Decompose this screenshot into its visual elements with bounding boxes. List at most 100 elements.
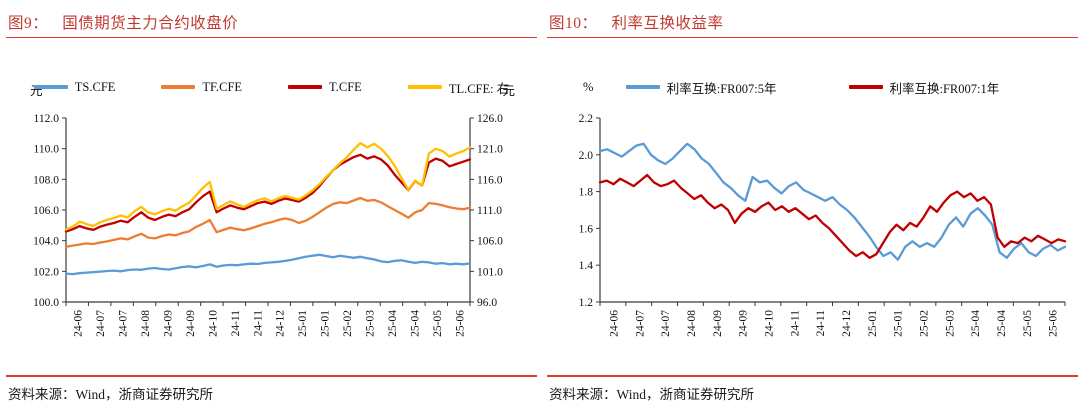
legend-swatch — [407, 85, 442, 89]
x-axis-label: 24-11 — [230, 310, 242, 337]
figure-10-title-text: 利率互换收益率 — [611, 15, 724, 32]
legend-swatch — [848, 85, 883, 89]
x-axis-label: 25-06 — [1048, 310, 1060, 337]
series-line — [64, 141, 472, 231]
y-axis-label: 110.0 — [34, 144, 60, 156]
x-axis-label: 24-11 — [815, 310, 827, 337]
x-axis-label: 24-07 — [660, 310, 672, 337]
title-rule — [547, 37, 1078, 38]
legend-swatch — [625, 85, 660, 89]
x-axis-label: 25-06 — [454, 310, 466, 337]
y-axis-label: 2.0 — [579, 150, 594, 162]
legend-label: 利率互换:FR007:1年 — [889, 81, 1000, 96]
legend-label: T.CFE — [329, 79, 362, 94]
series-line — [64, 196, 472, 248]
x-axis-label: 25-04 — [970, 310, 982, 337]
x-axis-label: 25-03 — [944, 310, 956, 337]
x-axis-label: 24-06 — [73, 310, 85, 337]
y2-axis-label: 111.0 — [477, 205, 502, 217]
legend-item: TL.CFE: 右 — [407, 78, 510, 97]
line-chart-treasury-futures: 112.0 110.0 108.0 106.0 104.0 102.0 100.0 126.0… — [33, 113, 503, 337]
x-axis-label: 25-04 — [996, 310, 1008, 337]
chart-legend: TS.CFE TF.CFE T.CFE TL.CFE: 右 — [6, 78, 537, 96]
x-axis-label: 24-08 — [140, 310, 152, 337]
x-axis-label: 24-11 — [252, 310, 264, 337]
figure-9-title: 图9： 国债期货主力合约收盘价 — [8, 11, 238, 33]
x-axis-label: 25-03 — [365, 310, 377, 337]
x-axis-label: 25-04 — [387, 310, 399, 337]
x-axis-label: 24-11 — [789, 310, 801, 337]
legend-item: TS.CFE — [33, 79, 116, 95]
figure-10-label: 图10： — [549, 15, 598, 32]
x-axis-label: 24-06 — [608, 310, 620, 337]
x-axis-label: 25-02 — [918, 310, 930, 337]
x-axis-label: 25-05 — [1022, 310, 1034, 337]
x-axis-label: 25-01 — [893, 310, 905, 337]
series-line — [64, 253, 472, 276]
y2-axis-label: 96.0 — [477, 297, 497, 309]
legend-swatch — [33, 85, 68, 89]
x-axis-label: 24-09 — [163, 310, 175, 337]
x-axis-label: 24-07 — [634, 310, 646, 337]
x-axis-label: 25-04 — [409, 310, 421, 337]
series-line — [64, 153, 472, 233]
x-axis-label: 24-09 — [712, 310, 724, 337]
x-axis-label: 24-12 — [841, 310, 853, 337]
x-axis-label: 25-01 — [320, 310, 332, 337]
x-axis-label: 24-09 — [185, 310, 197, 337]
y2-axis-label: 106.0 — [477, 236, 503, 248]
figure-9-label: 图9： — [8, 15, 49, 32]
legend-label: TL.CFE: 右 — [448, 81, 510, 96]
footer-rule — [6, 375, 537, 377]
data-source: 资料来源：Wind，浙商证券研究所 — [8, 387, 213, 402]
y-axis-label: 112.0 — [34, 113, 60, 125]
x-axis-label: 24-08 — [686, 310, 698, 337]
legend-swatch — [161, 85, 196, 89]
y-axis-label: 1.2 — [579, 297, 594, 309]
chart-legend: 利率互换:FR007:5年 利率互换:FR007:1年 — [547, 78, 1078, 96]
x-axis-label: 25-01 — [297, 310, 309, 337]
legend-item: 利率互换:FR007:5年 — [625, 78, 777, 97]
x-axis-label: 24-12 — [275, 310, 287, 337]
series-line — [598, 173, 1067, 259]
legend-item: TF.CFE — [161, 80, 242, 95]
x-axis-label: 25-05 — [432, 310, 444, 337]
figure-10-title: 图10： 利率互换收益率 — [549, 11, 724, 33]
y-axis-label: 2.2 — [579, 113, 594, 125]
y-axis-label: 100.0 — [33, 297, 59, 309]
series-line — [598, 142, 1067, 261]
x-axis-label: 25-01 — [867, 310, 879, 337]
legend-label: TS.CFE — [74, 79, 116, 94]
legend-label: 利率互换:FR007:5年 — [666, 81, 777, 96]
y-axis-label: 1.8 — [579, 187, 594, 199]
x-axis-label: 25-02 — [342, 310, 354, 337]
figure-9-title-text: 国债期货主力合约收盘价 — [62, 15, 239, 32]
left-axis-unit: % — [583, 80, 594, 94]
y2-axis-label: 126.0 — [477, 113, 503, 125]
x-axis-label: 24-07 — [118, 310, 130, 337]
y2-axis-label: 116.0 — [477, 174, 503, 186]
y-axis-label: 108.0 — [33, 174, 59, 186]
right-axis-unit: 元 — [502, 84, 515, 98]
y-axis-label: 102.0 — [33, 266, 59, 278]
y2-axis-label: 121.0 — [477, 144, 503, 156]
legend-swatch — [288, 85, 323, 89]
y2-axis-label: 101.0 — [477, 266, 503, 278]
x-axis-label: 24-09 — [738, 310, 750, 337]
x-axis-label: 24-10 — [763, 310, 775, 337]
y-axis-label: 1.6 — [579, 223, 594, 235]
legend-item: T.CFE — [288, 80, 362, 95]
line-chart-interest-rate-swap: 2.2 2.0 1.8 1.6 1.4 1.2 24-06 24-07 24-07 24-08 24… — [579, 113, 1067, 337]
y-axis-label: 1.4 — [579, 260, 594, 272]
y-axis-label: 106.0 — [33, 205, 59, 217]
y-axis-label: 104.0 — [33, 236, 59, 248]
x-axis-label: 24-10 — [207, 310, 219, 337]
data-source: 资料来源：Wind，浙商证券研究所 — [549, 387, 754, 402]
figure-9-panel: 图9： 国债期货主力合约收盘价 元 TS.CFE TF.CFE T.CFE TL.CFE… — [6, 0, 537, 413]
x-axis-label: 24-07 — [95, 310, 107, 337]
title-rule — [6, 37, 537, 38]
legend-item: 利率互换:FR007:1年 — [848, 78, 1000, 97]
footer-rule — [547, 375, 1078, 377]
legend-label: TF.CFE — [202, 79, 243, 94]
